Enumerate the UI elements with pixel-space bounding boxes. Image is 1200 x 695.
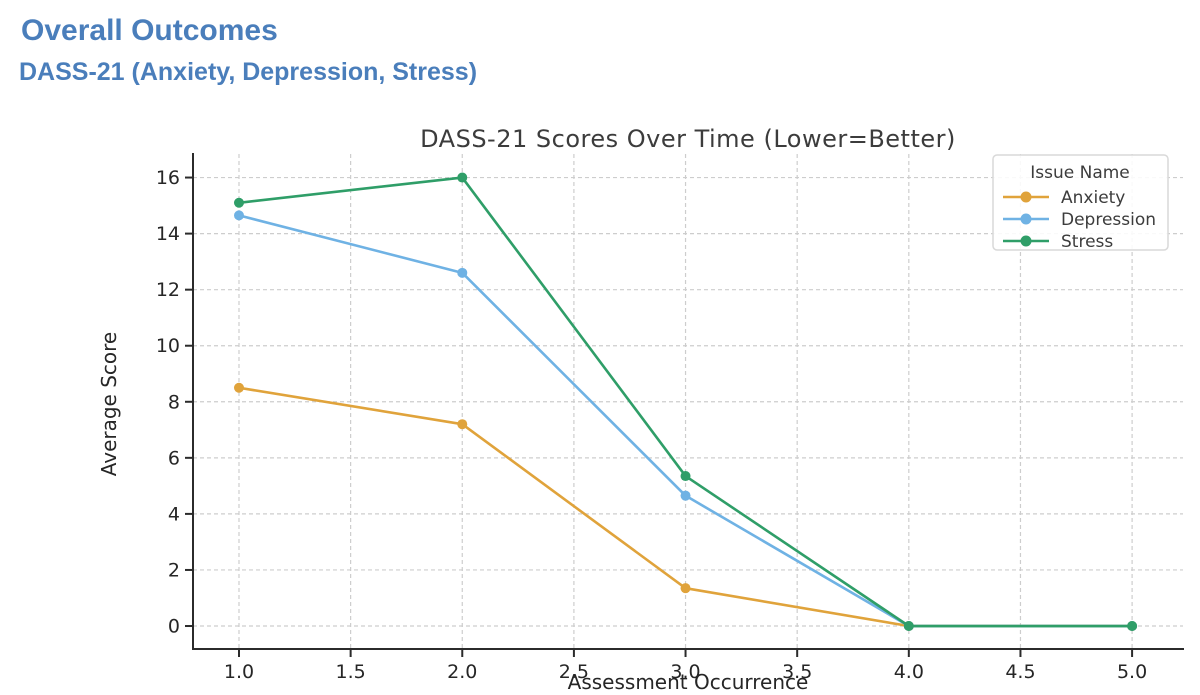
point-stress-3 (680, 471, 691, 482)
chart-axes: 0 2 4 6 8 10 12 14 16 1.0 1.5 2.0 2.5 3.0 3.5 4.0 4.5 5.0 (156, 153, 1184, 683)
point-stress-4 (903, 621, 914, 632)
dass21-line-chart: 0 2 4 6 8 10 12 14 16 1.0 1.5 2.0 2.5 3.0 3.5 4.0 4.5 5.0… (97, 125, 1184, 694)
point-stress-5 (1127, 621, 1138, 632)
x-tick-label: 3.5 (782, 661, 812, 683)
anxiety-marker-icon (1020, 191, 1032, 203)
x-axis-label: Assessment Occurrence (568, 670, 809, 694)
page-title: Overall Outcomes (21, 14, 278, 47)
y-tick-label: 16 (156, 167, 180, 189)
legend-label-depression: Depression (1061, 210, 1156, 230)
x-tick-label: 4.0 (894, 661, 924, 683)
point-anxiety-1 (233, 382, 244, 393)
stress-marker-icon (1020, 235, 1032, 247)
y-tick-label: 10 (156, 335, 180, 357)
point-stress-1 (233, 197, 244, 208)
y-tick-label: 0 (168, 616, 180, 638)
point-depression-3 (680, 490, 691, 501)
legend-item-stress: Stress (1003, 232, 1113, 252)
chart-title: DASS-21 Scores Over Time (Lower=Better) (420, 125, 956, 153)
x-tick-label: 5.0 (1117, 661, 1147, 683)
legend-item-depression: Depression (1003, 210, 1156, 230)
y-tick-label: 4 (168, 503, 180, 525)
chart-series (233, 172, 1138, 632)
page: Overall Outcomes DASS-21 (Anxiety, Depre… (0, 14, 1200, 695)
y-axis-label: Average Score (97, 332, 121, 477)
section-subtitle: DASS-21 (Anxiety, Depression, Stress) (19, 58, 478, 86)
x-tick-label: 2.0 (447, 661, 477, 683)
y-tick-label: 8 (168, 391, 180, 413)
y-tick-label: 12 (156, 279, 180, 301)
point-anxiety-3 (680, 583, 691, 594)
point-stress-2 (457, 172, 468, 183)
x-tick-label: 2.5 (559, 661, 589, 683)
legend-label-stress: Stress (1061, 232, 1113, 252)
y-tick-label: 2 (168, 559, 180, 581)
legend-label-anxiety: Anxiety (1061, 188, 1125, 208)
y-tick-label: 6 (168, 447, 180, 469)
legend-item-anxiety: Anxiety (1003, 188, 1125, 208)
point-anxiety-2 (457, 419, 468, 430)
point-depression-2 (457, 267, 468, 278)
legend-box (992, 154, 1169, 251)
dass21-line-chart-figure: 0 2 4 6 8 10 12 14 16 1.0 1.5 2.0 2.5 3.0 3.5 4.0 4.5 5.0… (0, 119, 1200, 695)
x-tick-label: 3.0 (670, 661, 700, 683)
y-tick-label: 14 (156, 223, 180, 245)
x-tick-label: 4.5 (1005, 661, 1035, 683)
legend-title: Issue Name (1030, 163, 1130, 183)
legend: Issue Name Anxiety Depression Stress (992, 154, 1169, 252)
x-tick-label: 1.5 (336, 661, 366, 683)
x-tick-label: 1.0 (224, 661, 254, 683)
point-depression-1 (233, 210, 244, 221)
depression-marker-icon (1020, 213, 1032, 225)
chart-gridlines (193, 154, 1183, 649)
